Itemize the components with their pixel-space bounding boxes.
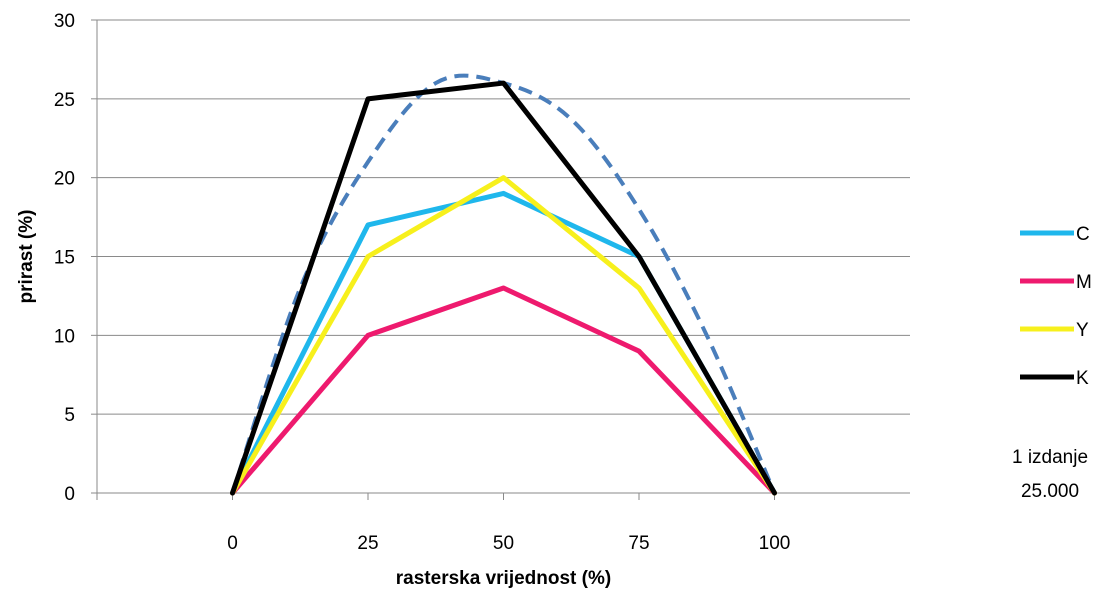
legend-label-c: C bbox=[1076, 224, 1090, 245]
y-tick-label: 5 bbox=[64, 405, 75, 426]
y-tick-label: 20 bbox=[54, 169, 75, 190]
series-line-c bbox=[230, 190, 777, 496]
y-tick-label: 10 bbox=[54, 326, 75, 347]
reference-curve-dashed bbox=[230, 73, 777, 494]
y-tick-labels: 0 5 10 15 20 25 30 bbox=[54, 11, 75, 505]
y-axis-title: prirast (%) bbox=[16, 210, 37, 304]
series-line-m bbox=[230, 285, 777, 496]
x-tick-label: 25 bbox=[357, 533, 378, 554]
x-axis-title: rasterska vrijednost (%) bbox=[396, 568, 611, 589]
x-tick-label: 0 bbox=[227, 533, 238, 554]
y-tick-label: 25 bbox=[54, 90, 75, 111]
legend-label-y: Y bbox=[1076, 320, 1089, 341]
y-tick-label: 0 bbox=[64, 484, 75, 505]
legend-label-m: M bbox=[1076, 272, 1092, 293]
series-lines bbox=[230, 73, 777, 496]
y-tick-label: 30 bbox=[54, 11, 75, 32]
annotation-line-2: 25.000 bbox=[1021, 481, 1079, 502]
legend: C M Y K bbox=[1020, 224, 1092, 389]
legend-label-k: K bbox=[1076, 368, 1089, 389]
y-tick-label: 15 bbox=[54, 248, 75, 269]
x-tick-labels: 0 25 50 75 100 bbox=[227, 533, 790, 554]
annotation-line-1: 1 izdanje bbox=[1012, 447, 1088, 468]
x-tick-label: 75 bbox=[628, 533, 649, 554]
gridlines bbox=[91, 19, 910, 500]
x-tick-label: 50 bbox=[493, 533, 514, 554]
x-tick-label: 100 bbox=[759, 533, 791, 554]
